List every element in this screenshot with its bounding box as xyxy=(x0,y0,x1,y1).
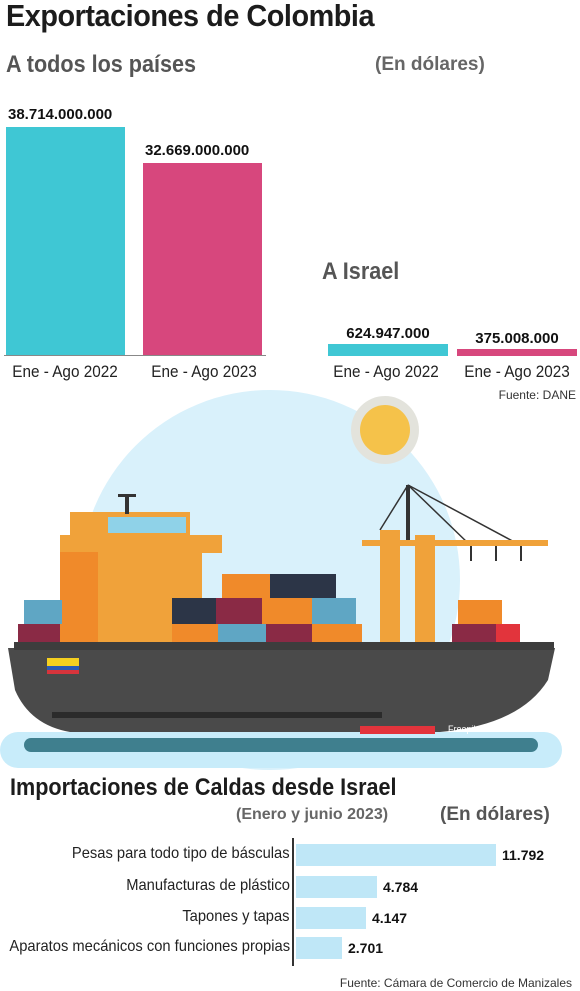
bar-plastico xyxy=(296,876,377,898)
bar-tapones xyxy=(296,907,366,929)
category-label-aparatos: Aparatos mecánicos con funciones propias xyxy=(9,938,290,955)
category-label-2022: Ene - Ago 2022 xyxy=(12,362,118,381)
value-label-israel-2023: 375.008.000 xyxy=(475,330,559,347)
source-camara: Fuente: Cámara de Comercio de Manizales xyxy=(339,976,572,990)
bar-aparatos xyxy=(296,937,342,959)
image-credit: Freepik xyxy=(448,724,479,734)
chart-title-israel: A Israel xyxy=(322,258,400,285)
ship-hull xyxy=(8,648,555,732)
imports-title: Importaciones de Caldas desde Israel xyxy=(10,774,397,801)
crane-icon xyxy=(362,484,548,650)
water-shadow xyxy=(24,738,538,752)
imports-unit: (En dólares) xyxy=(440,804,550,825)
value-label-pesas: 11.792 xyxy=(502,847,545,863)
bar-pesas xyxy=(296,844,496,866)
axis-line xyxy=(292,838,294,966)
imports-period: (Enero y junio 2023) xyxy=(236,806,389,823)
bar-2023 xyxy=(143,163,262,355)
page-title: Exportaciones de Colombia xyxy=(6,0,375,33)
value-label-plastico: 4.784 xyxy=(383,879,419,895)
bar-israel-2023 xyxy=(457,349,577,356)
value-label-tapones: 4.147 xyxy=(372,910,408,926)
bar-israel-2022 xyxy=(328,344,448,356)
unit-label: (En dólares) xyxy=(375,54,485,75)
category-label-israel-2023: Ene - Ago 2023 xyxy=(464,362,570,381)
value-label-aparatos: 2.701 xyxy=(348,940,384,956)
value-label-2023: 32.669.000.000 xyxy=(145,142,250,159)
sun-icon xyxy=(360,405,410,455)
chart-title-all-countries: A todos los países xyxy=(6,51,197,78)
category-label-pesas: Pesas para todo tipo de básculas xyxy=(72,845,290,862)
cargo-ship-illustration xyxy=(0,390,562,770)
bar-2022 xyxy=(6,127,125,355)
baseline xyxy=(4,355,266,356)
category-label-israel-2022: Ene - Ago 2022 xyxy=(333,362,439,381)
value-label-2022: 38.714.000.000 xyxy=(8,106,113,123)
category-label-tapones: Tapones y tapas xyxy=(182,908,290,925)
category-label-2023: Ene - Ago 2023 xyxy=(151,362,257,381)
source-dane: Fuente: DANE xyxy=(498,388,576,402)
value-label-israel-2022: 624.947.000 xyxy=(346,325,430,342)
colombia-flag-icon xyxy=(47,658,79,674)
category-label-plastico: Manufacturas de plástico xyxy=(126,877,290,894)
